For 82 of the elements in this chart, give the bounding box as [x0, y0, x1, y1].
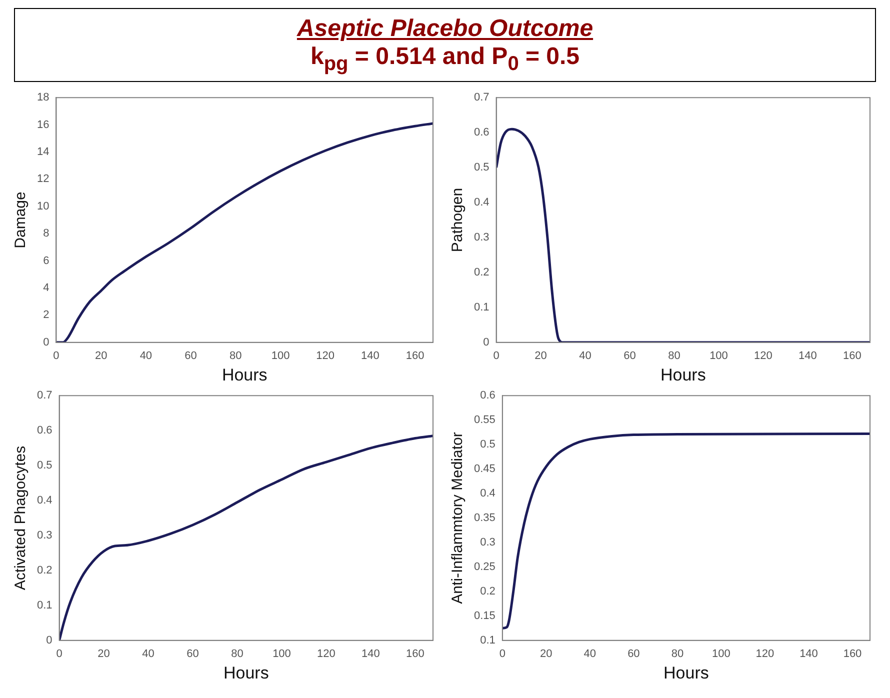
x-tick-label: 160: [406, 648, 424, 660]
y-tick-label: 0.35: [474, 512, 496, 524]
x-tick-label: 0: [499, 648, 506, 660]
y-tick-label: 0: [483, 336, 490, 348]
y-tick-label: 0.5: [474, 162, 490, 174]
y-tick-label: 0.2: [474, 266, 490, 278]
x-tick-label: 40: [579, 350, 592, 362]
x-tick-label: 140: [798, 350, 817, 362]
x-axis-title: Hours: [222, 365, 268, 384]
line-series: [502, 432, 870, 630]
x-tick-label: 40: [142, 648, 154, 660]
x-tick-label: 140: [361, 350, 380, 362]
y-tick-label: 10: [36, 200, 50, 212]
x-tick-label: 20: [540, 648, 552, 660]
y-axis-title: Damage: [12, 192, 30, 248]
x-tick-label: 120: [317, 648, 336, 660]
y-axis-title: Anti-Inflammtory Mediator: [449, 432, 466, 604]
y-tick-label: 0.45: [474, 463, 496, 476]
y-tick-label: 0.2: [36, 564, 52, 576]
x-tick-label: 80: [230, 350, 242, 362]
text: k$_{pg}$ = 0.514 and P$_{0}$ = 0.5: [310, 42, 580, 76]
x-tick-label: 40: [140, 350, 152, 362]
x-tick-label: 120: [756, 648, 774, 660]
x-tick-label: 80: [671, 648, 684, 660]
x-tick-label: 120: [754, 350, 772, 362]
x-tick-label: 60: [186, 648, 199, 660]
x-tick-label: 100: [712, 648, 730, 660]
y-axis-title: Pathogen: [449, 188, 466, 252]
x-tick-label: 160: [843, 350, 862, 362]
x-tick-label: 100: [271, 350, 290, 362]
x-tick-label: 140: [800, 648, 818, 660]
y-tick-label: 0.7: [474, 92, 490, 104]
text: Aseptic Placebo Outcome: [296, 14, 594, 43]
x-tick-label: 100: [710, 350, 728, 362]
x-tick-label: 120: [316, 350, 335, 362]
y-tick-label: 2: [43, 309, 50, 322]
x-tick-label: 40: [584, 648, 596, 660]
x-tick-label: 80: [668, 350, 680, 362]
x-axis-title: Hours: [664, 663, 709, 682]
x-tick-label: 80: [231, 648, 244, 660]
x-tick-label: 100: [272, 648, 291, 660]
y-axis-title: Activated Phagocytes: [12, 446, 30, 590]
x-tick-label: 160: [843, 648, 862, 660]
x-axis-title: Hours: [660, 365, 706, 384]
y-tick-label: 0: [46, 634, 52, 646]
x-tick-label: 0: [56, 648, 62, 660]
y-tick-label: 0.3: [474, 232, 490, 244]
x-tick-label: 140: [362, 648, 380, 660]
y-tick-label: 0.1: [36, 599, 52, 612]
y-tick-label: 12: [36, 173, 50, 186]
y-tick-label: 0.1: [480, 634, 496, 646]
x-axis-title: Hours: [223, 663, 269, 682]
x-tick-label: 20: [94, 350, 108, 362]
y-tick-label: 0.7: [36, 390, 52, 402]
y-tick-label: 0: [43, 336, 50, 348]
y-tick-label: 16: [36, 118, 50, 131]
y-tick-label: 18: [36, 92, 50, 104]
y-tick-label: 0.2: [480, 585, 496, 598]
x-tick-label: 20: [98, 648, 110, 660]
x-tick-label: 60: [628, 648, 640, 660]
y-tick-label: 0.4: [480, 488, 496, 500]
y-tick-label: 0.5: [480, 438, 496, 451]
y-tick-label: 0.3: [480, 536, 496, 549]
x-tick-label: 60: [624, 350, 636, 362]
x-tick-label: 60: [184, 350, 197, 362]
y-tick-label: 0.1: [474, 301, 490, 314]
y-tick-label: 0.3: [36, 530, 52, 542]
y-tick-label: 0.4: [474, 196, 490, 209]
y-tick-label: 0.15: [474, 610, 496, 622]
y-tick-label: 0.25: [474, 560, 496, 573]
y-tick-label: 8: [43, 228, 50, 240]
y-tick-label: 0.5: [36, 460, 52, 472]
y-tick-label: 6: [43, 254, 50, 267]
x-tick-label: 160: [406, 350, 424, 362]
y-tick-label: 14: [36, 146, 50, 158]
y-tick-label: 0.55: [474, 414, 496, 426]
y-tick-label: 0.6: [480, 390, 496, 402]
y-tick-label: 0.6: [36, 424, 52, 437]
x-tick-label: 20: [534, 350, 547, 362]
y-tick-label: 4: [43, 282, 50, 294]
y-tick-label: 0.4: [36, 494, 52, 507]
y-tick-label: 0.6: [474, 126, 490, 139]
